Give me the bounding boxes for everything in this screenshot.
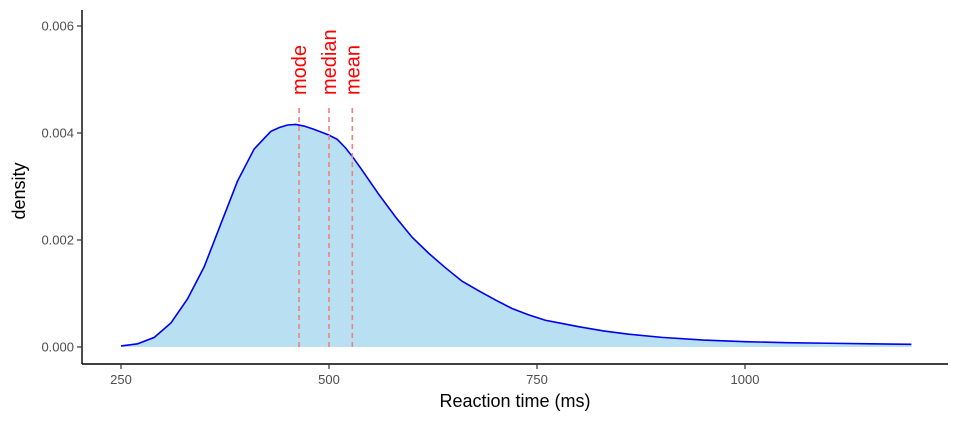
y-tick-label: 0.002 <box>41 233 74 248</box>
x-tick-label: 1000 <box>731 372 760 387</box>
y-tick-label: 0.004 <box>41 126 74 141</box>
marker-label-mean: mean <box>342 45 364 95</box>
plot-area: mode median mean <box>120 29 912 347</box>
x-tick-label: 500 <box>318 372 340 387</box>
x-tick-label: 250 <box>110 372 132 387</box>
axes: 250 500 750 1000 0.000 0.002 0.004 0.006 <box>41 10 948 387</box>
density-area <box>121 124 912 347</box>
marker-label-mode: mode <box>289 45 311 95</box>
x-tick-label: 750 <box>526 372 548 387</box>
x-axis-title: Reaction time (ms) <box>439 391 590 411</box>
marker-label-median: median <box>319 29 341 95</box>
y-tick-label: 0.006 <box>41 19 74 34</box>
density-line <box>120 123 912 347</box>
y-axis-title: density <box>9 162 29 219</box>
y-tick-label: 0.000 <box>41 340 74 355</box>
